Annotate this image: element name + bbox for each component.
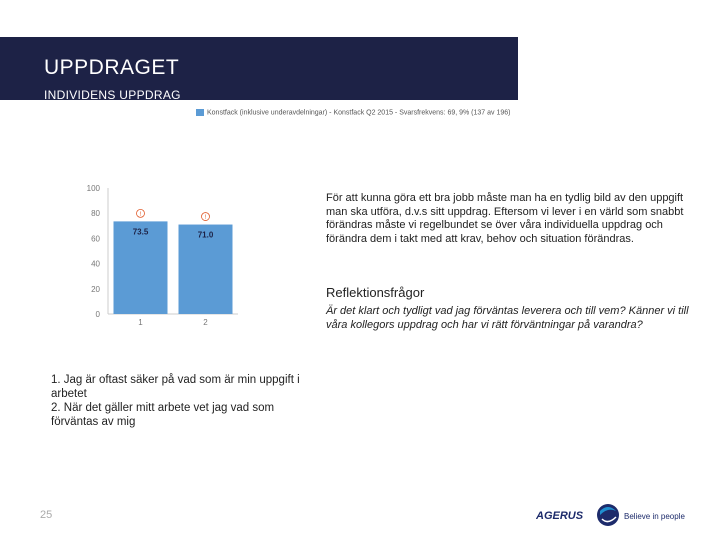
reflection-title: Reflektionsfrågor <box>326 285 425 300</box>
bar-chart: 0 20 40 60 80 100 73.5! 1 71.0! 2 <box>87 184 238 327</box>
page-number: 25 <box>40 509 53 521</box>
question-item-1: 1. Jag är oftast säker på vad som är min… <box>51 374 300 400</box>
question-item-2: 2. När det gäller mitt arbete vet jag va… <box>51 402 275 428</box>
alert-marker-text: ! <box>140 212 142 218</box>
data-label: 71.0 <box>198 231 214 240</box>
alert-marker-text: ! <box>205 215 207 221</box>
y-tick-label: 80 <box>91 209 100 218</box>
question-list: 1. Jag är oftast säker på vad som är min… <box>51 373 321 429</box>
x-tick-label: 1 <box>138 318 143 327</box>
legend-label: Konstfack (inklusive underavdelningar) -… <box>207 109 511 117</box>
y-tick-label: 100 <box>87 184 101 193</box>
y-tick-label: 20 <box>91 285 100 294</box>
x-tick-label: 2 <box>203 318 208 327</box>
y-tick-label: 60 <box>91 234 100 243</box>
logo-brand: AGERUS <box>536 510 584 522</box>
alert-marker-icon <box>136 208 145 218</box>
legend-swatch <box>196 109 204 116</box>
page-title: UPPDRAGET <box>44 56 180 79</box>
header-band: UPPDRAGET INDIVIDENS UPPDRAG <box>0 37 518 102</box>
y-tick-label: 40 <box>91 260 100 269</box>
alert-marker-icon <box>201 212 210 221</box>
data-label: 73.5 <box>133 227 149 236</box>
agerus-logo: AGERUS Believe in people <box>536 504 685 526</box>
bar-1 <box>113 221 168 314</box>
page-subtitle: INDIVIDENS UPPDRAG <box>44 88 181 102</box>
reflection-questions: Är det klart och tydligt vad jag förvänt… <box>326 305 689 331</box>
bar-2 <box>178 224 233 314</box>
chart-legend: Konstfack (inklusive underavdelningar) -… <box>196 109 511 116</box>
logo-tagline: Believe in people <box>624 512 685 521</box>
y-tick-label: 0 <box>96 310 101 319</box>
intro-paragraph: För att kunna göra ett bra jobb måste ma… <box>326 192 684 245</box>
